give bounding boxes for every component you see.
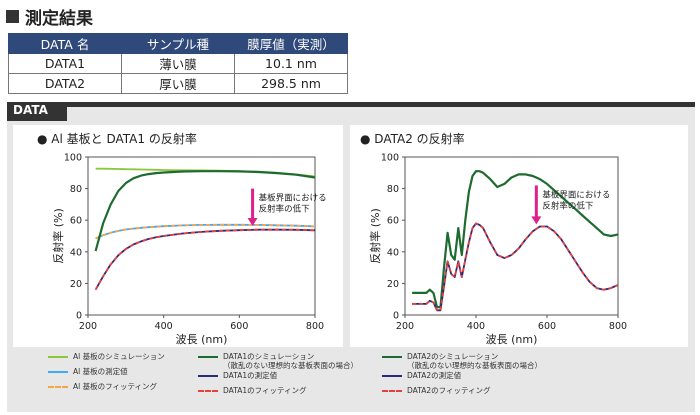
header-thickness: 膜厚値（実測） (234, 33, 348, 54)
annotation-text: 基板界面における (542, 189, 610, 200)
y-tick-label: 60 (70, 216, 82, 227)
legend-item: DATA2のフィッティング (382, 386, 491, 395)
series-line-d_sim (94, 170, 316, 252)
annotation-arrow-head (247, 217, 258, 226)
y-tick-label: 100 (64, 153, 82, 164)
table-cell: 10.1 nm (234, 53, 348, 74)
x-axis-label: 波長 (nm) (486, 333, 538, 346)
y-tick-label: 0 (393, 311, 399, 322)
x-tick-label: 600 (538, 321, 556, 332)
legend-label: Al 基板の測定値 (73, 367, 128, 376)
legend-item: Al 基板のシミュレーション (48, 352, 165, 361)
annotation-text: 反射率の低下 (542, 200, 594, 211)
table-row: DATA2 厚い膜 298.5 nm (8, 73, 348, 94)
legend-item: Al 基板の測定値 (48, 367, 128, 376)
table-row: DATA1 薄い膜 10.1 nm (8, 53, 348, 74)
legend-item: Al 基板のフィッティング (48, 382, 157, 391)
y-axis-label: 反射率 (%) (368, 208, 382, 264)
y-axis-label: 反射率 (%) (51, 208, 65, 264)
legend-sublabel: （散乱のない理想的な基板表面の場合） (223, 361, 358, 370)
series-line-d_fit (412, 222, 619, 312)
legend-item: DATA1のフィッティング (198, 386, 307, 395)
legend-label: DATA2のフィッティング (407, 386, 491, 395)
title-square-icon (6, 10, 19, 23)
y-tick-label: 20 (70, 279, 82, 290)
chart-card-2: ● DATA2 の反射率 0 20 40 60 80 100 200 400 600 800 波長 … (350, 125, 688, 347)
table-cell: 薄い膜 (121, 53, 235, 74)
y-tick-label: 100 (381, 153, 399, 164)
annotation-arrow-head (531, 216, 542, 225)
annotation-text: 基板界面における (259, 193, 327, 204)
chart-2: 0 20 40 60 80 100 200 400 600 800 波長 (nm) 反射率 (%) 基板… (368, 153, 627, 347)
legend-item: DATA2の測定値 (382, 371, 461, 380)
panel-tag-label: DATA (13, 103, 48, 117)
legend-swatch (48, 386, 68, 388)
plot-frame (404, 156, 619, 316)
y-tick-label: 20 (387, 279, 399, 290)
x-tick-label: 600 (230, 321, 248, 332)
legend-item: DATA1のシミュレーション （散乱のない理想的な基板表面の場合） (198, 352, 358, 370)
x-axis-label: 波長 (nm) (176, 333, 228, 346)
legend-swatch (198, 390, 218, 392)
legend-label: Al 基板のシミュレーション (73, 352, 165, 361)
x-tick-label: 800 (306, 321, 324, 332)
table-cell: 厚い膜 (121, 73, 235, 94)
chart-1: 0 20 40 60 80 100 200 400 600 800 波長 (nm) 反射率 (%) 基板… (51, 153, 327, 347)
y-tick-label: 60 (387, 216, 399, 227)
legend-label: DATA1のシミュレーション （散乱のない理想的な基板表面の場合） (223, 352, 358, 370)
y-tick-label: 80 (70, 184, 82, 195)
page-title-text: 測定結果 (25, 9, 93, 29)
y-tick-label: 40 (70, 247, 82, 258)
y-tick-label: 40 (387, 247, 399, 258)
legend-label: DATA2の測定値 (407, 371, 462, 380)
x-tick-label: 200 (396, 321, 414, 332)
x-tick-label: 400 (155, 321, 173, 332)
legend-swatch (198, 356, 218, 358)
page-title: 測定結果 (6, 4, 93, 29)
table-cell: DATA1 (8, 53, 122, 74)
legend-swatch (48, 371, 68, 373)
chart-card-1: ● Al 基板と DATA1 の反射率 0 20 40 60 80 100 200 400 60… (13, 125, 343, 347)
legend-label: DATA2のシミュレーション （散乱のない理想的な基板表面の場合） (407, 352, 542, 370)
chart-1-title: ● Al 基板と DATA1 の反射率 (37, 132, 197, 146)
x-tick-label: 800 (609, 321, 627, 332)
legend-label: DATA1の測定値 (223, 371, 278, 380)
x-tick-label: 200 (79, 321, 97, 332)
legend-item: DATA2のシミュレーション （散乱のない理想的な基板表面の場合） (382, 352, 542, 370)
panel-tag: DATA (7, 102, 67, 121)
series-line-al_fit (95, 223, 316, 240)
panel-top-bar (67, 102, 695, 107)
legend-item: DATA1の測定値 (198, 371, 277, 380)
legend-label: Al 基板のフィッティング (73, 382, 157, 391)
y-tick-label: 0 (76, 311, 82, 322)
legend-swatch (382, 390, 402, 392)
annotation-text: 反射率の低下 (259, 204, 311, 215)
header-data-name: DATA 名 (8, 33, 122, 54)
legend-swatch (48, 356, 68, 358)
legend-label: DATA1のフィッティング (223, 386, 307, 395)
series-line-d_fit (94, 228, 316, 291)
table-header-row: DATA 名 サンプル種 膜厚値（実測） (8, 33, 348, 54)
legend-swatch (382, 375, 402, 377)
results-table: DATA 名 サンプル種 膜厚値（実測） DATA1 薄い膜 10.1 nm D… (8, 33, 348, 94)
table-cell: DATA2 (8, 73, 122, 94)
y-tick-label: 80 (387, 184, 399, 195)
legend-swatch (382, 356, 402, 358)
table-cell: 298.5 nm (234, 73, 348, 94)
legend-sublabel: （散乱のない理想的な基板表面の場合） (407, 361, 542, 370)
x-tick-label: 400 (467, 321, 485, 332)
legend-swatch (198, 375, 218, 377)
header-sample-type: サンプル種 (121, 33, 235, 54)
chart-2-title: ● DATA2 の反射率 (360, 132, 465, 146)
plot-frame (87, 156, 316, 316)
